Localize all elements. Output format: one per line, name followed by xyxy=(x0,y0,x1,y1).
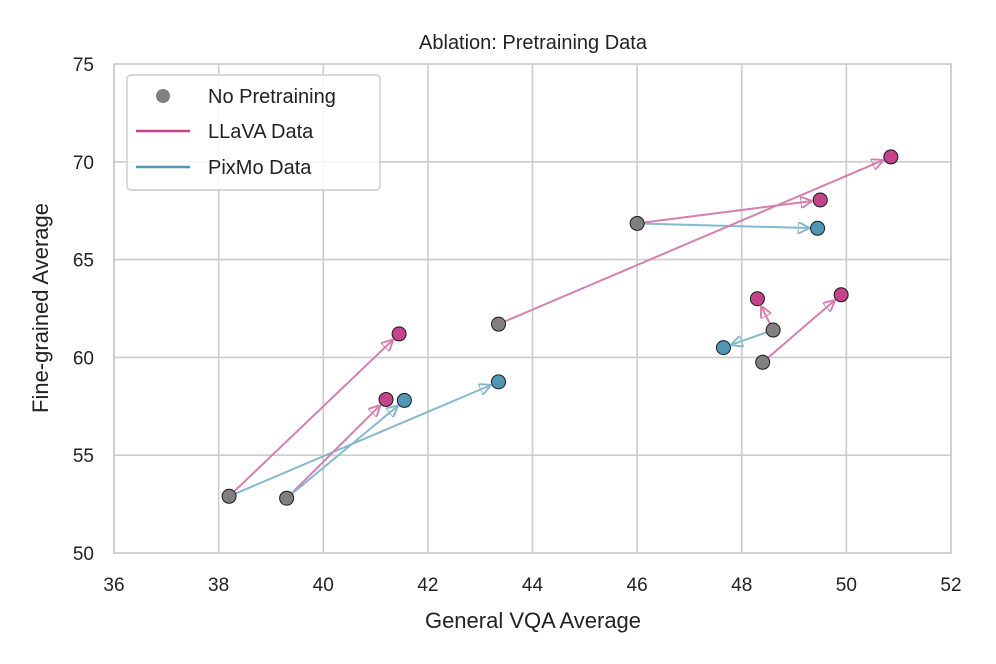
arrow-pixmo xyxy=(235,385,491,495)
arrow-llava xyxy=(767,301,834,359)
point-llava xyxy=(378,391,394,407)
x-tick-label: 38 xyxy=(208,575,229,596)
x-axis-label: General VQA Average xyxy=(425,608,641,633)
point-no-pretraining xyxy=(765,322,781,338)
y-tick-label: 55 xyxy=(73,446,94,467)
point-no-pretraining xyxy=(279,490,295,506)
arrow-pixmo xyxy=(732,331,767,344)
arrows xyxy=(233,160,883,495)
arrow-llava xyxy=(504,160,883,323)
x-tick-labels: 36 38 40 42 44 46 48 50 52 xyxy=(103,575,961,596)
point-no-pretraining xyxy=(755,354,771,370)
x-tick-label: 40 xyxy=(313,575,334,596)
point-pixmo xyxy=(810,220,826,236)
legend-box xyxy=(126,74,381,191)
point-pixmo xyxy=(490,374,506,390)
point-llava xyxy=(833,287,849,303)
plot-frame xyxy=(113,63,952,554)
x-tick-label: 46 xyxy=(627,575,648,596)
legend: No Pretraining LLaVA Data PixMo Data xyxy=(126,74,381,191)
y-tick-label: 60 xyxy=(73,348,94,369)
point-llava xyxy=(391,326,407,342)
point-pixmo xyxy=(396,392,412,408)
arrow-pixmo xyxy=(291,406,397,495)
point-llava xyxy=(749,291,765,307)
legend-marker-no-pretraining xyxy=(156,89,170,103)
y-tick-label: 70 xyxy=(73,153,94,174)
x-tick-label: 36 xyxy=(103,575,124,596)
legend-label-llava: LLaVA Data xyxy=(208,121,314,143)
arrow-llava xyxy=(290,406,380,495)
point-llava xyxy=(812,192,828,208)
y-tick-label: 75 xyxy=(73,55,94,76)
y-tick-labels: 50 55 60 65 70 75 xyxy=(73,55,94,565)
x-tick-label: 42 xyxy=(417,575,438,596)
arrow-llava xyxy=(761,307,770,325)
arrow-pixmo xyxy=(644,224,808,228)
x-tick-label: 50 xyxy=(836,575,857,596)
arrow-llava xyxy=(233,340,392,493)
legend-label-pixmo: PixMo Data xyxy=(208,157,312,179)
x-tick-label: 48 xyxy=(731,575,752,596)
point-no-pretraining xyxy=(221,488,237,504)
y-axis-label: Fine-grained Average xyxy=(28,203,53,413)
y-tick-label: 50 xyxy=(73,544,94,565)
y-tick-label: 65 xyxy=(73,251,94,272)
arrow-llava xyxy=(643,201,811,224)
point-llava xyxy=(883,149,899,165)
x-tick-label: 44 xyxy=(522,575,544,596)
point-no-pretraining xyxy=(629,215,645,231)
point-pixmo xyxy=(715,340,731,356)
chart-title: Ablation: Pretraining Data xyxy=(419,32,648,54)
legend-label-no-pretraining: No Pretraining xyxy=(208,86,336,108)
point-no-pretraining xyxy=(490,316,506,332)
x-tick-label: 52 xyxy=(940,575,961,596)
points xyxy=(221,149,899,506)
